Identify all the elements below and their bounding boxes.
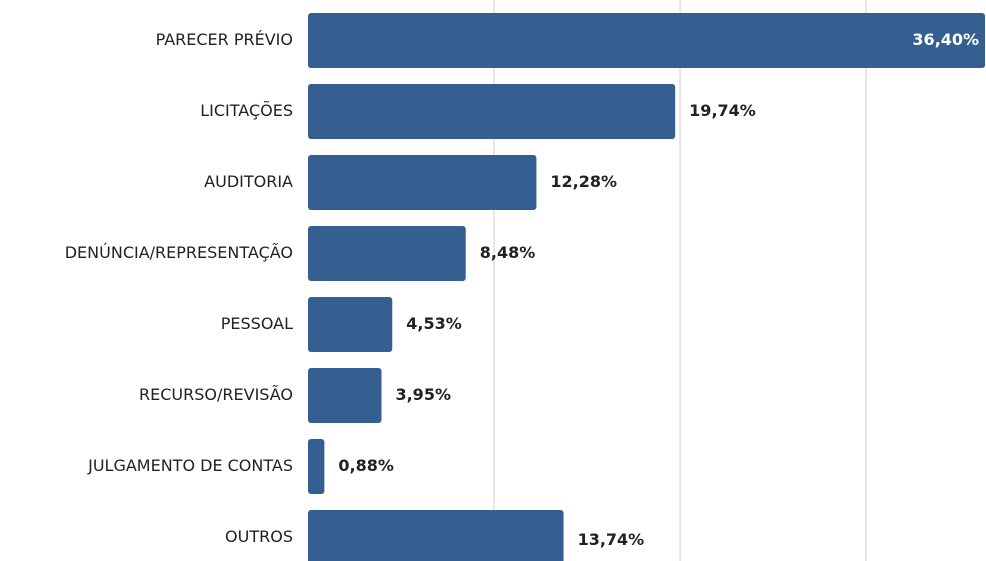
category-label: DENÚNCIA/REPRESENTAÇÃO <box>65 243 293 262</box>
category-label: AUDITORIA <box>204 172 293 191</box>
value-label: 13,74% <box>578 530 645 549</box>
value-label: 36,40% <box>912 30 979 49</box>
category-label: PARECER PRÉVIO <box>156 30 293 49</box>
value-label: 0,88% <box>338 456 394 475</box>
bar <box>308 226 466 281</box>
category-label: RECURSO/REVISÃO <box>139 385 293 404</box>
bar <box>308 155 537 210</box>
bar <box>308 439 325 494</box>
category-label: OUTROS <box>225 527 293 546</box>
value-label: 19,74% <box>689 101 756 120</box>
category-label: JULGAMENTO DE CONTAS <box>87 456 293 475</box>
value-label: 12,28% <box>550 172 617 191</box>
value-label: 8,48% <box>480 243 536 262</box>
bar <box>308 297 393 352</box>
category-label: PESSOAL <box>221 314 293 333</box>
value-label: 3,95% <box>395 385 451 404</box>
value-label: 4,53% <box>406 314 462 333</box>
bar <box>308 13 986 68</box>
bar <box>308 84 676 139</box>
bar <box>308 510 564 561</box>
bar <box>308 368 382 423</box>
category-label: LICITAÇÕES <box>200 101 293 120</box>
